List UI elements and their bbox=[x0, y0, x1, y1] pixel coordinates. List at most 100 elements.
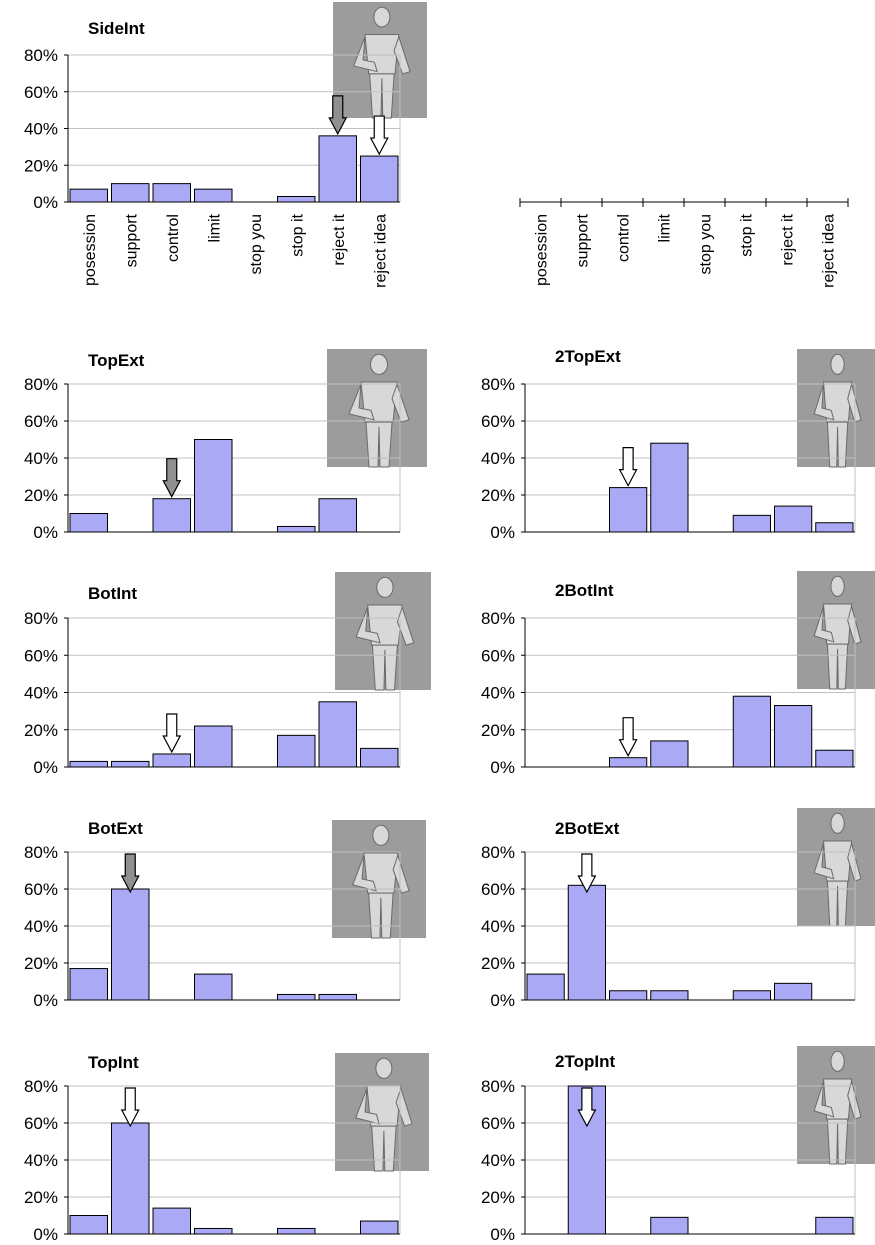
bar-reject-it bbox=[774, 505, 813, 533]
bar-reject-idea bbox=[360, 155, 399, 203]
y-tick-label: 0% bbox=[490, 1225, 515, 1244]
bar-control bbox=[609, 487, 648, 533]
y-tick-label: 20% bbox=[481, 721, 515, 740]
bar-limit bbox=[650, 442, 689, 533]
y-tick-label: 80% bbox=[481, 1077, 515, 1096]
y-tick-label: 0% bbox=[490, 523, 515, 542]
down-arrow-icon bbox=[577, 1087, 597, 1128]
x-tick-label: support bbox=[575, 213, 592, 267]
down-arrow-icon bbox=[328, 95, 348, 136]
figure-head bbox=[830, 1050, 845, 1072]
bar-limit bbox=[194, 725, 233, 768]
figure-arm-left bbox=[348, 384, 375, 421]
y-tick-label: 80% bbox=[24, 609, 58, 628]
human-gesture-figure-icon bbox=[352, 824, 410, 939]
bar-reject-it bbox=[318, 993, 357, 1001]
down-arrow-icon bbox=[369, 115, 389, 156]
chart-title: 2TopInt bbox=[555, 1052, 615, 1071]
y-tick-label: 80% bbox=[24, 1077, 58, 1096]
bar-posession bbox=[69, 188, 108, 203]
chart-title: 2TopExt bbox=[555, 347, 621, 366]
bar-support bbox=[567, 884, 606, 1001]
bar-reject-it bbox=[318, 498, 357, 533]
y-tick-label: 20% bbox=[24, 1188, 58, 1207]
figure-thumbnail-2 bbox=[327, 349, 427, 468]
y-tick-label: 40% bbox=[481, 684, 515, 703]
y-tick-label: 80% bbox=[481, 843, 515, 862]
bar-stop-it bbox=[732, 514, 771, 533]
chart-panel-4: 0% 20% 40% 60% 80% BotInt bbox=[24, 572, 431, 777]
y-tick-label: 60% bbox=[24, 83, 58, 102]
bar-reject-idea bbox=[815, 522, 854, 533]
chart-panel-9: 0% 20% 40% 60% 80% 2TopInt bbox=[481, 1046, 875, 1244]
bar-support bbox=[111, 888, 150, 1001]
chart-title: BotInt bbox=[88, 584, 137, 603]
y-tick-label: 40% bbox=[24, 120, 58, 139]
bar-reject-idea bbox=[815, 1216, 854, 1235]
y-tick-label: 80% bbox=[481, 609, 515, 628]
figure-head bbox=[372, 824, 390, 846]
y-tick-label: 0% bbox=[490, 991, 515, 1010]
bar-reject-it bbox=[318, 701, 357, 768]
figure-legs bbox=[368, 892, 394, 939]
bar-reject-it bbox=[774, 705, 813, 768]
figure-arm-right bbox=[396, 605, 415, 646]
bar-limit bbox=[194, 188, 233, 203]
x-tick-label: reject it bbox=[331, 213, 348, 265]
chart-title: 2BotExt bbox=[555, 819, 620, 838]
chart-title: TopExt bbox=[88, 351, 145, 370]
y-tick-label: 20% bbox=[481, 486, 515, 505]
down-arrow-icon bbox=[618, 717, 638, 757]
figure-head bbox=[830, 812, 845, 834]
human-gesture-figure-icon bbox=[813, 353, 862, 468]
figure-legs bbox=[826, 421, 849, 468]
bar-posession bbox=[69, 968, 108, 1001]
y-tick-label: 80% bbox=[481, 375, 515, 394]
y-tick-label: 0% bbox=[33, 523, 58, 542]
bar-posession bbox=[69, 760, 108, 768]
bar-control bbox=[609, 757, 648, 768]
x-tick-label: reject idea bbox=[372, 214, 389, 288]
figure-arm-left bbox=[813, 843, 835, 880]
figure-arm-left bbox=[355, 607, 381, 644]
bar-reject-idea bbox=[360, 747, 399, 768]
figure-head bbox=[370, 353, 388, 375]
down-arrow-icon bbox=[162, 713, 182, 754]
figure-head bbox=[830, 575, 845, 597]
figure-arm-right bbox=[392, 853, 410, 894]
y-tick-label: 80% bbox=[24, 375, 58, 394]
figure-legs bbox=[826, 1118, 849, 1165]
figure-head bbox=[375, 1057, 393, 1079]
x-tick-label: stop it bbox=[739, 213, 756, 256]
chart-title: 2BotInt bbox=[555, 581, 614, 600]
bar-stop-it bbox=[277, 195, 316, 203]
bar-support bbox=[111, 1122, 150, 1235]
figure-legs bbox=[371, 644, 398, 691]
down-arrow-icon bbox=[618, 447, 638, 487]
y-tick-label: 20% bbox=[24, 954, 58, 973]
bar-control bbox=[152, 1207, 191, 1235]
x-tick-label: support bbox=[123, 213, 140, 267]
figure-head bbox=[373, 6, 391, 28]
y-tick-label: 0% bbox=[33, 1225, 58, 1244]
y-tick-label: 0% bbox=[33, 193, 58, 212]
bar-limit bbox=[194, 1227, 233, 1235]
bar-posession bbox=[526, 973, 565, 1001]
bar-support bbox=[111, 183, 150, 203]
x-tick-label: posession bbox=[82, 214, 99, 286]
down-arrow-icon bbox=[577, 853, 597, 894]
x-tick-label: limit bbox=[206, 213, 223, 242]
y-tick-label: 60% bbox=[481, 1114, 515, 1133]
y-tick-label: 60% bbox=[24, 1114, 58, 1133]
x-tick-label: posession bbox=[534, 214, 551, 286]
bar-support bbox=[111, 760, 150, 768]
figure-thumbnail-4 bbox=[335, 572, 431, 691]
bar-limit bbox=[650, 990, 689, 1001]
y-tick-label: 0% bbox=[33, 991, 58, 1010]
bar-control bbox=[609, 990, 648, 1001]
figure-arm-left bbox=[813, 1081, 835, 1118]
figure-arm-left bbox=[353, 36, 378, 73]
chart-title: BotExt bbox=[88, 819, 143, 838]
figure-thumbnail-9 bbox=[797, 1046, 875, 1165]
y-tick-label: 40% bbox=[24, 917, 58, 936]
